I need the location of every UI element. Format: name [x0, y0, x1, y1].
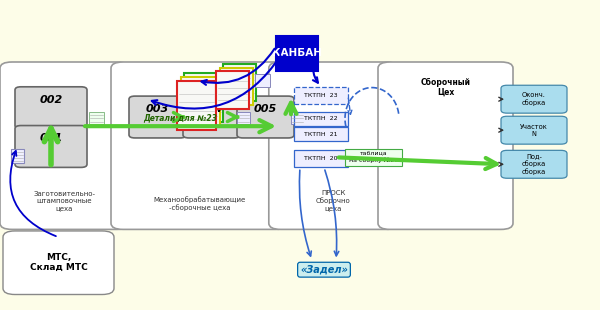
FancyBboxPatch shape	[0, 62, 129, 229]
Bar	[345, 149, 402, 166]
Text: ТКТПН  20: ТКТПН 20	[304, 156, 338, 162]
Text: Заготовительно-
штамповочные
цеха: Заготовительно- штамповочные цеха	[34, 191, 95, 211]
Bar	[276, 36, 318, 71]
FancyBboxPatch shape	[501, 85, 567, 113]
Text: 002: 002	[40, 95, 62, 104]
Bar	[294, 87, 348, 104]
Bar	[220, 68, 253, 105]
Bar	[216, 71, 249, 108]
Text: ТКТПН  21: ТКТПН 21	[304, 131, 338, 137]
Bar	[255, 74, 270, 87]
FancyBboxPatch shape	[501, 116, 567, 144]
Text: Механообрабатывающие
-сборочные цеха: Механообрабатывающие -сборочные цеха	[154, 196, 245, 211]
Bar	[294, 112, 348, 126]
Text: 003: 003	[146, 104, 169, 114]
Bar	[11, 149, 24, 163]
Bar	[294, 150, 348, 167]
FancyBboxPatch shape	[129, 96, 186, 138]
Bar	[183, 112, 196, 124]
Bar	[237, 112, 250, 124]
Text: Детали для №23: Детали для №23	[143, 113, 217, 122]
FancyBboxPatch shape	[378, 62, 513, 229]
Bar	[181, 77, 220, 126]
Bar	[291, 112, 304, 124]
FancyBboxPatch shape	[183, 96, 240, 138]
Text: Участок
N: Участок N	[520, 124, 548, 137]
Bar	[184, 73, 223, 122]
FancyBboxPatch shape	[501, 150, 567, 178]
Text: 005: 005	[254, 104, 277, 114]
Text: 004: 004	[200, 104, 223, 114]
FancyBboxPatch shape	[3, 231, 114, 294]
Bar	[89, 112, 104, 124]
Text: ПРОСК
Сборочно
цеха: ПРОСК Сборочно цеха	[316, 190, 350, 211]
Text: Сборочный
Цех: Сборочный Цех	[421, 78, 470, 97]
FancyBboxPatch shape	[237, 96, 294, 138]
Text: таблица
на сборку №20: таблица на сборку №20	[349, 152, 398, 163]
FancyBboxPatch shape	[269, 62, 398, 229]
Text: Под-
сборка
сборка: Под- сборка сборка	[522, 153, 546, 175]
Bar	[177, 81, 216, 130]
FancyBboxPatch shape	[15, 87, 87, 129]
Text: МТС,
Склад МТС: МТС, Склад МТС	[29, 253, 88, 272]
Bar	[294, 127, 348, 141]
FancyBboxPatch shape	[111, 62, 288, 229]
FancyBboxPatch shape	[15, 126, 87, 167]
Text: Оконч.
сборка: Оконч. сборка	[522, 92, 546, 106]
Text: 001: 001	[40, 133, 62, 143]
Text: ТКТПН  22: ТКТПН 22	[304, 116, 338, 121]
Text: КАНБАН: КАНБАН	[272, 48, 322, 59]
Text: ТКТПН  23: ТКТПН 23	[304, 93, 338, 98]
Text: «Задел»: «Задел»	[300, 265, 348, 275]
Bar	[223, 64, 256, 101]
